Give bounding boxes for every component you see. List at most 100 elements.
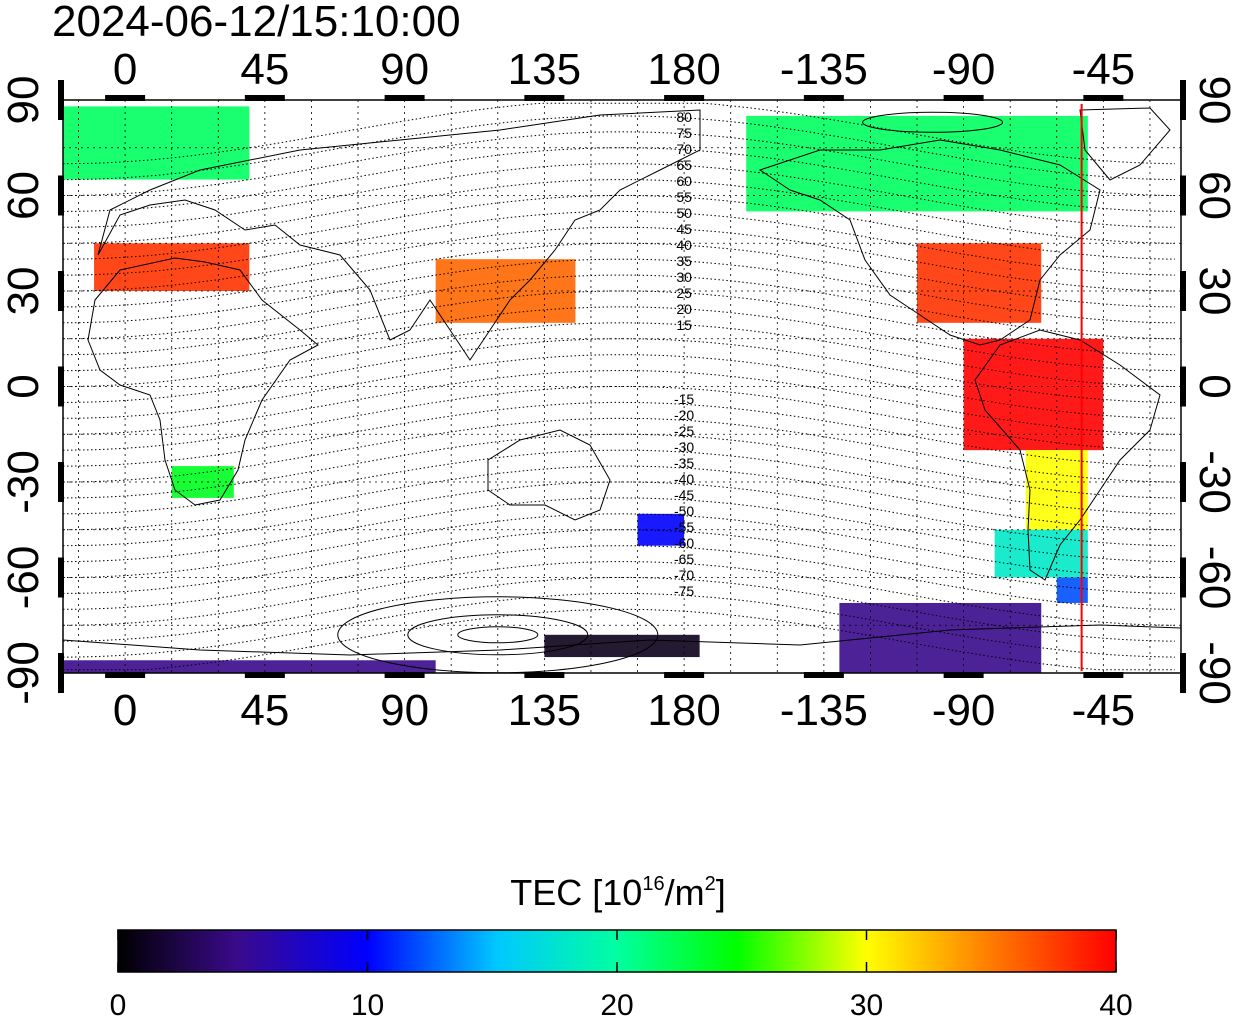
magnetic-contour [63,306,1176,372]
coastline-australia [487,429,611,521]
lon-tick-top: 90 [380,45,429,94]
lat-tick-left: -60 [0,546,48,610]
border-bar-bottom [664,672,705,678]
tec-region [994,529,1088,578]
mlat-label-north: 65 [676,157,692,173]
lon-tick-top: -135 [780,45,868,94]
lat-tick-left: 0 [0,374,48,398]
coastline-south-america [974,329,1161,581]
lat-tick-right: 30 [1190,267,1235,316]
mlat-label-north: 20 [676,301,692,317]
colorbar-title-suffix: ] [716,872,726,913]
border-bar-bottom [1083,672,1124,678]
magnetic-contour [63,274,1175,340]
magnetic-contour [63,226,1176,292]
mlat-label-south: -65 [674,551,694,567]
border-bar-bottom [244,672,285,678]
tec-region [63,106,250,180]
mlat-label-south: -20 [674,407,694,423]
border-bar-top [384,95,425,101]
coastline-antarctica [63,624,1181,656]
magnetic-contour [63,481,1175,547]
border-bar-bottom [384,672,425,678]
magnetic-pole-contour [457,626,539,644]
magnetic-contour [63,513,1176,578]
magnetic-contour [63,449,1176,515]
magnetic-contour [63,115,1176,181]
magnetic-latitude-contours [63,102,1176,673]
mlat-label-north: 70 [676,141,692,157]
magnetic-contour [63,102,1175,165]
lon-tick-bottom: 135 [508,686,581,735]
lat-tick-left: -30 [0,450,48,514]
lat-tick-right: 0 [1190,374,1235,398]
coastline-africa [87,257,319,506]
mlat-label-south: -40 [674,471,694,487]
lon-tick-top: 0 [113,45,137,94]
mlat-label-south: -25 [674,423,694,439]
colorbar-title-prefix: TEC [10 [510,872,642,913]
mlat-label-north: 75 [676,125,692,141]
lat-tick-right: -30 [1190,450,1235,514]
border-bar-bottom [803,672,844,678]
magnetic-contour [63,370,1175,435]
lat-tick-left: 30 [0,267,48,316]
magnetic-contour [63,258,1176,324]
magnetic-contour [63,545,1176,610]
magnetic-contour [63,577,1175,642]
magnetic-contour [63,147,1176,212]
lon-tick-bottom: 90 [380,686,429,735]
magnetic-contour [63,290,1175,356]
mlat-label-south: -75 [674,583,694,599]
mlat-label-north: 40 [676,237,692,253]
lon-tick-bottom: 180 [647,686,720,735]
magnetic-contour [63,242,1176,308]
border-bar-left [58,175,64,216]
map-area [58,80,1186,693]
lat-tick-right: -60 [1190,546,1235,610]
border-bar-left [58,271,64,311]
magnetic-pole-contour [407,614,589,656]
border-bar-top [1083,95,1124,101]
mlat-label-north: 30 [676,269,692,285]
mlat-label-north: 35 [676,253,692,269]
mlat-label-south: -55 [674,519,694,535]
coastline-greenland [1079,107,1171,181]
lat-tick-left: -90 [0,641,48,705]
longitude-ticks-bottom: 0 45 90 135 180 -135 -90 -45 [113,686,1135,735]
mlat-label-south: -30 [674,439,694,455]
timestamp-title: 2024-06-12/15:10:00 [52,0,461,46]
magnetic-contour [63,592,1176,658]
mlat-label-north: 45 [676,221,692,237]
border-bar-bottom [524,672,565,678]
colorbar-title: TEC [1016/m2] [510,872,725,913]
border-bar-left [58,653,64,693]
colorbar-ticks: 0 10 20 30 40 [110,930,1133,1022]
colorbar-tick-label: 10 [351,989,384,1021]
latitude-ticks-right: 90 60 30 0 -30 -60 -90 [1190,76,1235,705]
tec-region [435,259,576,323]
tec-region [1056,577,1088,603]
border-bar-right [1180,653,1186,693]
colorbar-tick-label: 20 [600,989,633,1021]
magnetic-contour [63,497,1176,563]
mlat-label-north: 80 [676,109,692,125]
border-bar-top [943,95,984,101]
mlat-label-south: -50 [674,503,694,519]
magnetic-contour [63,338,1176,403]
magnetic-contour [63,608,1175,671]
coastlines [63,107,1181,656]
coastline-eurasia [97,109,701,361]
border-bar-right [1180,80,1186,120]
border-bar-right [1180,366,1186,407]
colorbar-tick-label: 40 [1099,989,1132,1021]
mlat-label-north: 25 [676,285,692,301]
border-bar-top [244,95,285,101]
mlat-label-north: 55 [676,189,692,205]
border-tick-bars [58,80,1186,693]
mlat-label-north: 15 [676,317,692,333]
colorbar-title-exp1: 16 [642,873,664,895]
lon-tick-bottom: -135 [780,686,868,735]
magnetic-contour [63,465,1175,531]
